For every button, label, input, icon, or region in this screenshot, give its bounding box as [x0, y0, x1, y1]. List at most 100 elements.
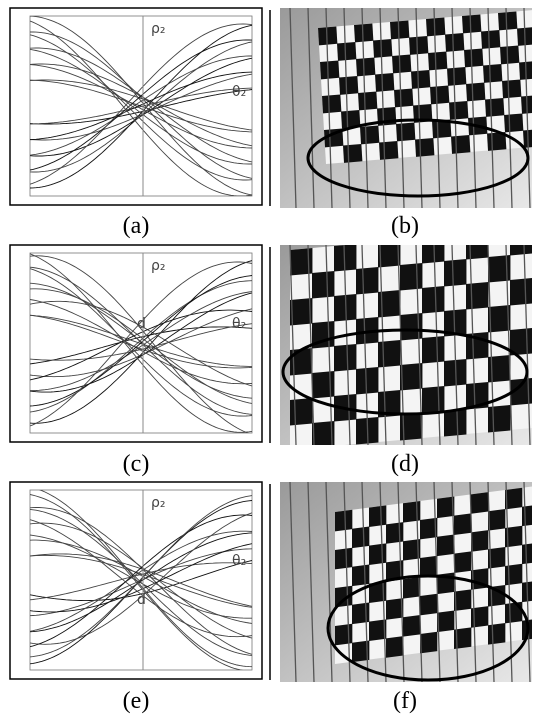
square [445, 33, 464, 52]
square [343, 144, 362, 163]
square [356, 367, 378, 395]
square [386, 522, 403, 544]
panel-label: (a) [123, 213, 150, 239]
square [485, 98, 504, 117]
square [360, 125, 379, 144]
square [454, 551, 471, 573]
square [420, 594, 437, 616]
panel-label: (f) [393, 688, 417, 714]
panel-label: (b) [391, 213, 419, 239]
square [386, 636, 403, 658]
square [394, 88, 413, 107]
square [454, 589, 471, 611]
square [422, 386, 444, 414]
square [481, 30, 500, 49]
square [444, 259, 466, 287]
square [451, 135, 470, 154]
square [462, 14, 481, 33]
square [488, 509, 505, 531]
square [356, 267, 378, 295]
square [354, 23, 373, 42]
square [386, 598, 403, 620]
square [519, 61, 538, 80]
square [352, 565, 369, 587]
square [483, 64, 502, 83]
square [437, 497, 454, 519]
checkerboard [318, 10, 539, 164]
square [464, 48, 483, 67]
square [415, 138, 434, 157]
square [532, 351, 539, 379]
square [337, 42, 356, 61]
photo [280, 482, 539, 682]
figure: ρ₂θ₂ρ₂θ₂dρ₂θ₂d(a)(b)(c)(d)(e)(f) [0, 0, 539, 717]
square [510, 278, 532, 306]
square [422, 236, 444, 264]
square [510, 228, 532, 256]
curve-label: θ₂ [232, 84, 246, 100]
square [523, 129, 539, 148]
square [532, 401, 539, 429]
square [403, 577, 420, 599]
square [378, 240, 400, 268]
square [373, 39, 392, 58]
curve-label: θ₂ [232, 553, 246, 569]
square [466, 232, 488, 260]
square [428, 51, 447, 70]
curve-label: θ₂ [232, 316, 246, 332]
square [522, 543, 539, 565]
square [471, 530, 488, 552]
square [369, 543, 386, 565]
square [369, 505, 386, 527]
square [488, 305, 510, 333]
axis-label: ρ₂ [151, 21, 166, 37]
panel-label: (d) [391, 451, 419, 477]
square [358, 91, 377, 110]
photo [280, 8, 539, 208]
square [488, 623, 505, 645]
square [409, 36, 428, 55]
square [422, 286, 444, 314]
square [430, 85, 449, 104]
square [339, 76, 358, 95]
square [522, 581, 539, 603]
axis-label: ρ₂ [151, 495, 166, 511]
square [312, 271, 334, 299]
square [335, 624, 352, 646]
square [379, 141, 398, 160]
square [392, 54, 411, 73]
square [504, 113, 523, 132]
axis-label: ρ₂ [151, 258, 166, 274]
square [420, 632, 437, 654]
square [522, 619, 539, 641]
square [449, 101, 468, 120]
square [411, 70, 430, 89]
square [390, 20, 409, 39]
square [532, 301, 539, 329]
square [290, 398, 312, 426]
square [322, 94, 341, 113]
square [320, 60, 339, 79]
square [444, 409, 466, 437]
square [437, 535, 454, 557]
photo [280, 226, 539, 451]
square [498, 11, 517, 30]
square [454, 513, 471, 535]
square [400, 263, 422, 291]
square [352, 527, 369, 549]
square [356, 57, 375, 76]
square [334, 344, 356, 372]
square [502, 79, 521, 98]
square [378, 340, 400, 368]
panel-label: (c) [123, 451, 150, 477]
square [466, 82, 485, 101]
square [471, 492, 488, 514]
square [500, 45, 519, 64]
square [335, 548, 352, 570]
square [517, 27, 536, 46]
square [505, 488, 522, 510]
square [396, 122, 415, 141]
square [466, 282, 488, 310]
point-label: d [137, 592, 146, 608]
square [505, 602, 522, 624]
